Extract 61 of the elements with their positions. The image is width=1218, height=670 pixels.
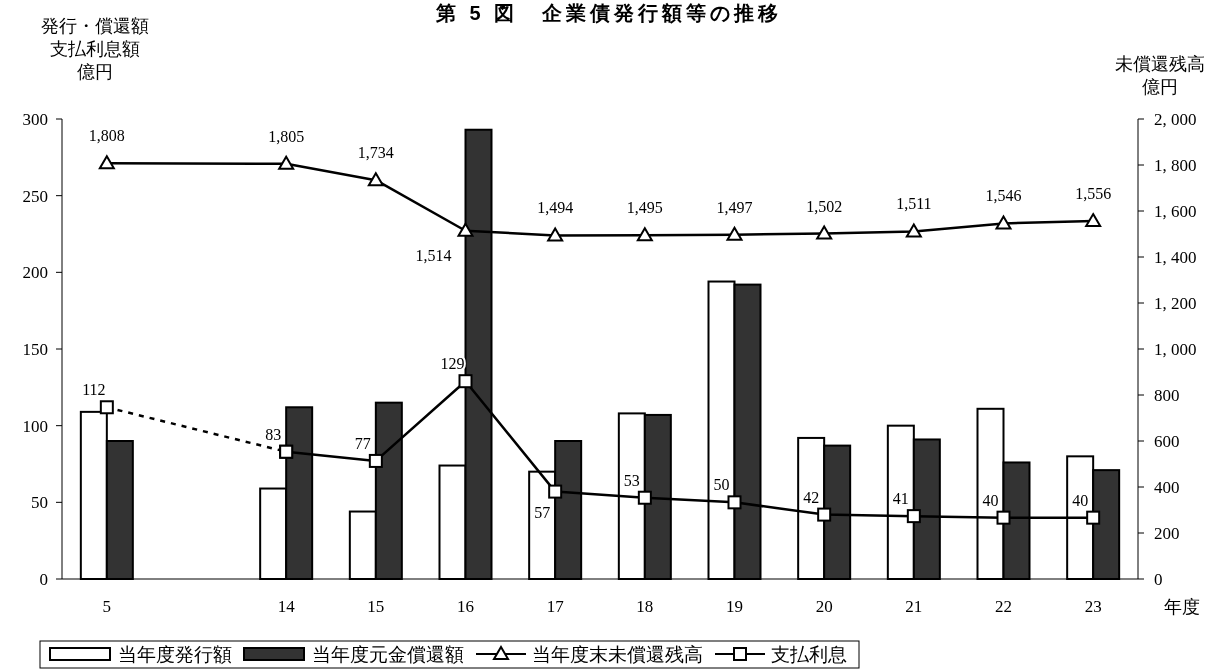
data-label: 1,556 [1075,185,1112,203]
y2-tick-label: 800 [1154,386,1180,405]
chart-title: 第 5 図 企業債発行額等の推移 [434,2,783,24]
y-tick-label: 50 [31,493,48,513]
legend-label: 当年度末未償還残高 [532,644,703,665]
legend-label: 当年度発行額 [118,644,232,665]
x-tick-label: 23 [1084,597,1102,616]
y-tick-label: 100 [22,416,48,436]
text: 億円 [77,62,113,82]
x-tick-label: 22 [995,597,1012,616]
x-tick-label: 21 [905,597,923,616]
y2-tick-label: 200 [1154,524,1180,543]
data-label: 42 [803,488,820,506]
data-label: 1,511 [896,195,932,213]
data-label: 1,494 [537,199,574,217]
text: 億円 [1142,77,1178,97]
x-tick-label: 20 [815,597,833,616]
y2-tick-label: 1, 600 [1154,202,1197,221]
x-axis-title: 年度 [1164,597,1200,617]
y2-tick-label: 2, 000 [1154,110,1197,129]
data-label: 77 [354,434,371,452]
data-label: 57 [534,503,551,521]
y2-tick-label: 1, 000 [1154,340,1197,359]
y2-tick-label: 1, 400 [1154,248,1197,267]
y-tick-label: 250 [22,186,48,206]
data-label: 83 [265,425,282,443]
x-tick-label: 5 [102,597,112,616]
data-label: 1,808 [88,127,125,145]
legend-label: 当年度元金償還額 [312,644,464,665]
data-label: 1,546 [985,187,1022,205]
data-label: 1,495 [626,199,663,217]
data-label: 53 [623,471,640,489]
x-tick-label: 19 [726,597,743,616]
y-tick-label: 300 [22,110,48,129]
data-label: 41 [892,490,909,508]
y2-tick-label: 1, 800 [1154,156,1197,175]
data-label: 40 [982,491,999,509]
data-label: 1,805 [268,127,305,145]
x-tick-label: 16 [457,597,474,616]
data-label: 129 [440,355,465,373]
y2-tick-label: 0 [1154,570,1163,589]
y-tick-label: 200 [22,263,48,283]
y2-tick-label: 1, 200 [1154,294,1197,313]
y-axis-title: 発行・償還額支払利息額 [41,16,149,59]
data-label: 1,502 [806,197,843,215]
data-label: 1,497 [716,198,753,216]
data-label: 40 [1072,491,1089,509]
y2-axis-title: 未償還残高 [1115,54,1205,74]
x-tick-label: 17 [546,597,565,616]
x-tick-label: 14 [277,597,296,616]
data-label: 112 [82,381,106,399]
y-tick-label: 150 [22,340,48,359]
x-tick-label: 18 [636,597,654,616]
x-tick-label: 15 [367,597,385,616]
data-label: 50 [713,476,730,494]
legend-label: 支払利息 [771,644,847,665]
y2-tick-label: 400 [1154,478,1180,497]
data-label: 1,514 [415,246,452,264]
y-tick-label: 0 [39,570,48,589]
y2-tick-label: 600 [1154,432,1180,451]
data-label: 1,734 [357,144,394,162]
